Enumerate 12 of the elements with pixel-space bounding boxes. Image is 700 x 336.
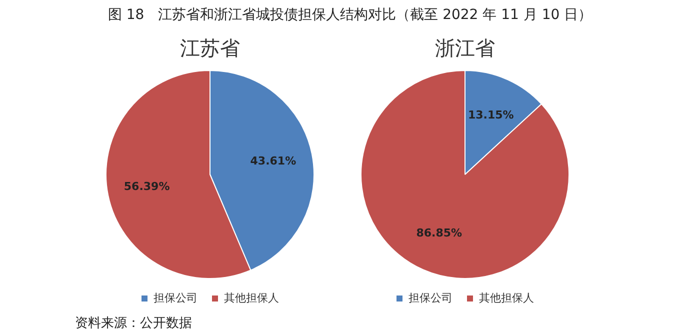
chart-title: 江苏省 bbox=[180, 36, 240, 60]
text: 资料来源：公开数据 bbox=[75, 315, 192, 332]
data-label: 43.61% bbox=[250, 154, 296, 168]
data-label: 56.39% bbox=[124, 180, 170, 194]
legend-label: 其他担保人 bbox=[224, 291, 279, 304]
chart-title: 浙江省 bbox=[435, 36, 495, 60]
legend-label: 其他担保人 bbox=[479, 291, 534, 304]
legend-label: 担保公司 bbox=[154, 291, 198, 304]
data-label: 86.85% bbox=[416, 226, 462, 240]
caption: 图 18 江苏省和浙江省城投债担保人结构对比（截至 2022 年 11 月 10 日） bbox=[106, 6, 594, 24]
data-label: 13.15% bbox=[468, 108, 514, 122]
legend-label: 担保公司 bbox=[408, 291, 452, 304]
